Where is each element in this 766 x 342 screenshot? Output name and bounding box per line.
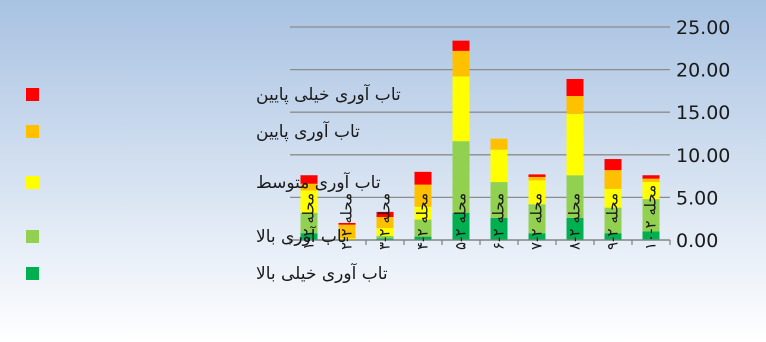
x-tick-label: محله ۲-۷ [528,193,546,250]
y-tick-label: 5.00 [676,187,718,209]
bar-segment [376,216,394,229]
bar-segment [566,217,584,240]
x-tick-label: محله ۲-۲ [338,193,356,250]
legend-swatch [26,267,39,280]
y-tick-label: 15.00 [676,102,730,124]
legend-swatch [26,230,39,243]
bar-segment [642,182,660,200]
bar-segment [338,222,356,225]
legend-label: تاب آوری خیلی پایین [256,83,401,105]
legend-label: تاب آوری خیلی بالا [256,262,388,284]
bar-segment [528,180,546,205]
bar-segment [414,236,432,240]
bar-segment [338,238,356,240]
y-tick-label: 20.00 [676,60,730,82]
bar-segment [528,204,546,234]
legend-swatch [26,88,39,101]
bar-segment [338,224,356,239]
bar-segment [414,206,432,220]
x-tick-label: محله ۲-۵ [452,193,470,250]
bar-segment [452,76,470,142]
legend-swatch [26,176,39,189]
bar-segment [414,219,432,237]
bar-segment [452,141,470,213]
bar-segment [528,174,546,177]
bar-segment [642,178,660,183]
x-tick-label: محله ۲-۱ [300,193,318,250]
bar-segment [300,233,318,240]
bar-segment [566,78,584,97]
bar-segment [604,188,622,208]
bar-segment [300,183,318,191]
bar-segment [528,233,546,240]
bar-segment [490,182,508,218]
bar-segment [300,190,318,213]
bar-segment [452,50,470,77]
bar-segment [376,238,394,240]
x-tick-label: محله ۲-۴ [414,193,432,250]
y-tick-label: 25.00 [676,17,730,39]
y-tick-label: 0.00 [676,230,718,252]
bar-segment [604,170,622,189]
bar-segment [566,175,584,218]
bar-segment [376,235,394,239]
legend-label: تاب آوری متوسط [256,171,381,193]
x-tick-label: محله ۲-۳ [376,193,394,250]
bar-segment [604,233,622,240]
bar-segment [300,175,318,184]
bar-segment [376,228,394,236]
x-tick-label: محله ۲-۶ [490,193,508,250]
bar-segment [490,138,508,150]
bar-segment [452,40,470,51]
bar-segment [300,212,318,234]
bar-segment [566,113,584,176]
bar-segment [452,212,470,240]
bar-segment [642,199,660,232]
bar-segment [528,176,546,181]
legend-swatch [26,125,39,138]
legend: تاب آوری خیلی پایین تاب آوری پایین تاب آور… [26,83,401,284]
axes: 0.00 5.00 10.00 15.00 20.00 25.00 محله ۲-۱ محله… [289,17,730,252]
bar-segment [490,149,508,183]
legend-label: تاب آوری پایین [256,120,360,142]
x-tick-label: محله ۲-۱۰ [642,185,660,250]
bar-segment [604,159,622,171]
bar-segment [414,171,432,185]
bar-segment [376,211,394,217]
bar-segment [566,96,584,114]
bar-segment [604,207,622,234]
legend-label: تاب آوری بالا [256,225,347,247]
bars [300,40,660,240]
bar-segment [642,231,660,240]
bar-segment [642,175,660,179]
y-tick-label: 10.00 [676,145,730,167]
bar-segment [414,184,432,207]
x-tick-label: محله ۲-۹ [604,193,622,250]
bar-segment [490,217,508,240]
x-tick-label: محله ۲-۸ [566,193,584,250]
